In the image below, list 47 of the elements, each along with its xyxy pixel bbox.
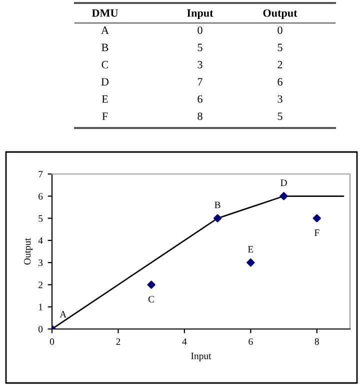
- annotation: F: [314, 230, 320, 236]
- x-tick-label: 6: [248, 338, 253, 345]
- text: F: [102, 112, 108, 120]
- text: 3: [278, 95, 282, 103]
- y-tick-label: 3: [38, 260, 43, 266]
- text: 5: [198, 44, 202, 52]
- text: 5: [278, 44, 282, 52]
- x-tick-label: 2: [116, 338, 120, 345]
- text: 5: [278, 112, 282, 120]
- y-tick-label: 2: [38, 282, 42, 288]
- point: [246, 258, 255, 267]
- text: Input: [187, 9, 214, 20]
- point: [280, 192, 288, 200]
- annotation: B: [214, 202, 220, 208]
- text: DMU: [92, 9, 118, 17]
- point: [147, 280, 156, 289]
- point: [312, 214, 321, 222]
- y-tick-label: 0: [38, 326, 43, 332]
- text: 3: [198, 60, 202, 68]
- text: 6: [278, 78, 282, 86]
- text: 2: [278, 60, 282, 68]
- y-tick-label: 5: [38, 215, 43, 222]
- annotation: E: [248, 246, 254, 252]
- text: 7: [198, 78, 202, 86]
- point: [213, 214, 222, 222]
- annotation: D: [280, 180, 287, 186]
- text: E: [102, 95, 108, 103]
- text: 0: [198, 26, 202, 34]
- y-tick-label: 4: [38, 237, 43, 244]
- text: D: [101, 78, 109, 86]
- x-axis-title: Input: [191, 352, 212, 362]
- text: 6: [198, 95, 202, 103]
- text: Output: [263, 9, 298, 20]
- y-axis-title: Output: [24, 238, 33, 265]
- annotation: A: [60, 311, 67, 318]
- x-tick-label: 4: [182, 338, 187, 345]
- x-tick-label: 0: [50, 338, 54, 345]
- x-tick-label: 8: [314, 338, 319, 345]
- y-tick-label: 6: [38, 193, 43, 200]
- text: 8: [198, 112, 202, 120]
- y-tick-label: 1: [38, 304, 42, 310]
- text: C: [102, 60, 108, 68]
- y-tick-label: 7: [38, 171, 43, 178]
- text: B: [102, 44, 108, 52]
- text: 0: [278, 26, 282, 34]
- text: A: [101, 26, 109, 34]
- annotation: C: [148, 296, 154, 302]
